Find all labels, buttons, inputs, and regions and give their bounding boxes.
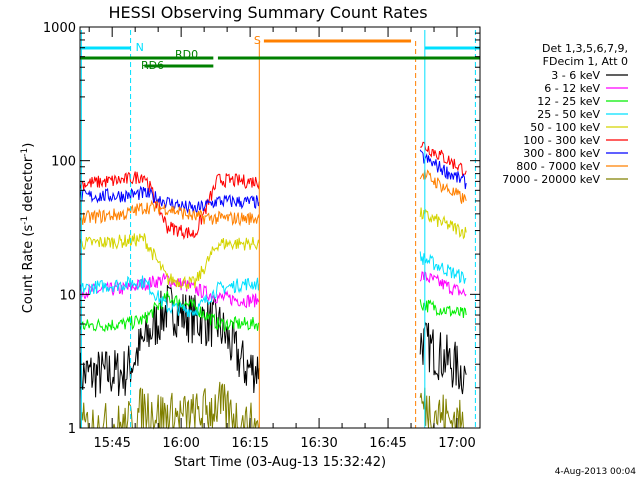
series-line <box>419 299 467 319</box>
series-line <box>79 199 260 227</box>
legend-label: 300 - 800 keV <box>523 147 600 160</box>
y-label-mid: detector <box>21 156 36 216</box>
x-tick-label: 17:00 <box>438 436 475 451</box>
series-line <box>79 171 260 241</box>
series-line <box>79 273 260 309</box>
y-tick-label: 100 <box>51 155 76 170</box>
x-tick-label: 16:45 <box>369 436 406 451</box>
series-line <box>419 251 467 284</box>
series-line <box>419 141 467 176</box>
legend: Det 1,3,5,6,7,9, FDecim 1, Att 0 3 - 6 k… <box>502 42 628 186</box>
annotation-marks: N S RD0 RD6 <box>80 30 480 428</box>
y-label-end: ) <box>21 143 36 148</box>
legend-label: 7000 - 20000 keV <box>502 173 600 186</box>
legend-label: 50 - 100 keV <box>530 121 600 134</box>
series-line <box>79 285 260 401</box>
y-axis-ticks: 1 10 100 1000 <box>43 21 480 437</box>
night-label: N <box>136 41 144 54</box>
x-axis-label: Start Time (03-Aug-13 15:32:42) <box>174 455 386 470</box>
legend-label: 800 - 7000 keV <box>516 160 600 173</box>
series-line <box>419 322 467 395</box>
plot-lines <box>79 141 467 430</box>
series-line <box>419 169 467 204</box>
y-tick-label: 1 <box>68 422 76 437</box>
legend-label: 25 - 50 keV <box>537 108 600 121</box>
legend-header-1: Det 1,3,5,6,7,9, <box>542 42 628 55</box>
series-line <box>79 291 260 333</box>
legend-label: 6 - 12 keV <box>544 82 600 95</box>
legend-label: 100 - 300 keV <box>523 134 600 147</box>
series-line <box>419 149 467 190</box>
rd6-label: RD6 <box>141 59 164 72</box>
x-tick-label: 16:30 <box>300 436 337 451</box>
date-stamp: 4-Aug-2013 00:04 <box>555 467 637 477</box>
y-axis-label: Count Rate (s-1 detector-1) <box>20 143 36 314</box>
rd0-label: RD0 <box>175 48 198 61</box>
saa-label: S <box>254 34 261 47</box>
y-tick-label: 10 <box>59 288 76 303</box>
plot-frame <box>79 26 481 429</box>
x-tick-label: 15:45 <box>93 436 130 451</box>
y-label-main: Count Rate (s <box>21 225 36 314</box>
series-line <box>79 233 260 291</box>
series-line <box>79 185 260 214</box>
series-line <box>419 207 467 240</box>
legend-label: 3 - 6 keV <box>551 69 600 82</box>
y-label-sup1: -1 <box>20 216 30 225</box>
x-tick-label: 16:15 <box>231 436 268 451</box>
x-axis-ticks: 15:45 16:00 16:15 16:30 16:45 17:00 <box>88 27 481 451</box>
legend-label: 12 - 25 keV <box>537 95 600 108</box>
y-tick-label: 1000 <box>43 21 76 36</box>
y-label-sup2: -1 <box>20 148 30 157</box>
series-line <box>419 387 467 429</box>
series-line <box>419 270 467 297</box>
chart-title: HESSI Observing Summary Count Rates <box>108 3 427 22</box>
legend-header-2: FDecim 1, Att 0 <box>543 55 628 68</box>
x-tick-label: 16:00 <box>162 436 199 451</box>
series-line <box>79 275 260 318</box>
series-line <box>80 381 260 430</box>
